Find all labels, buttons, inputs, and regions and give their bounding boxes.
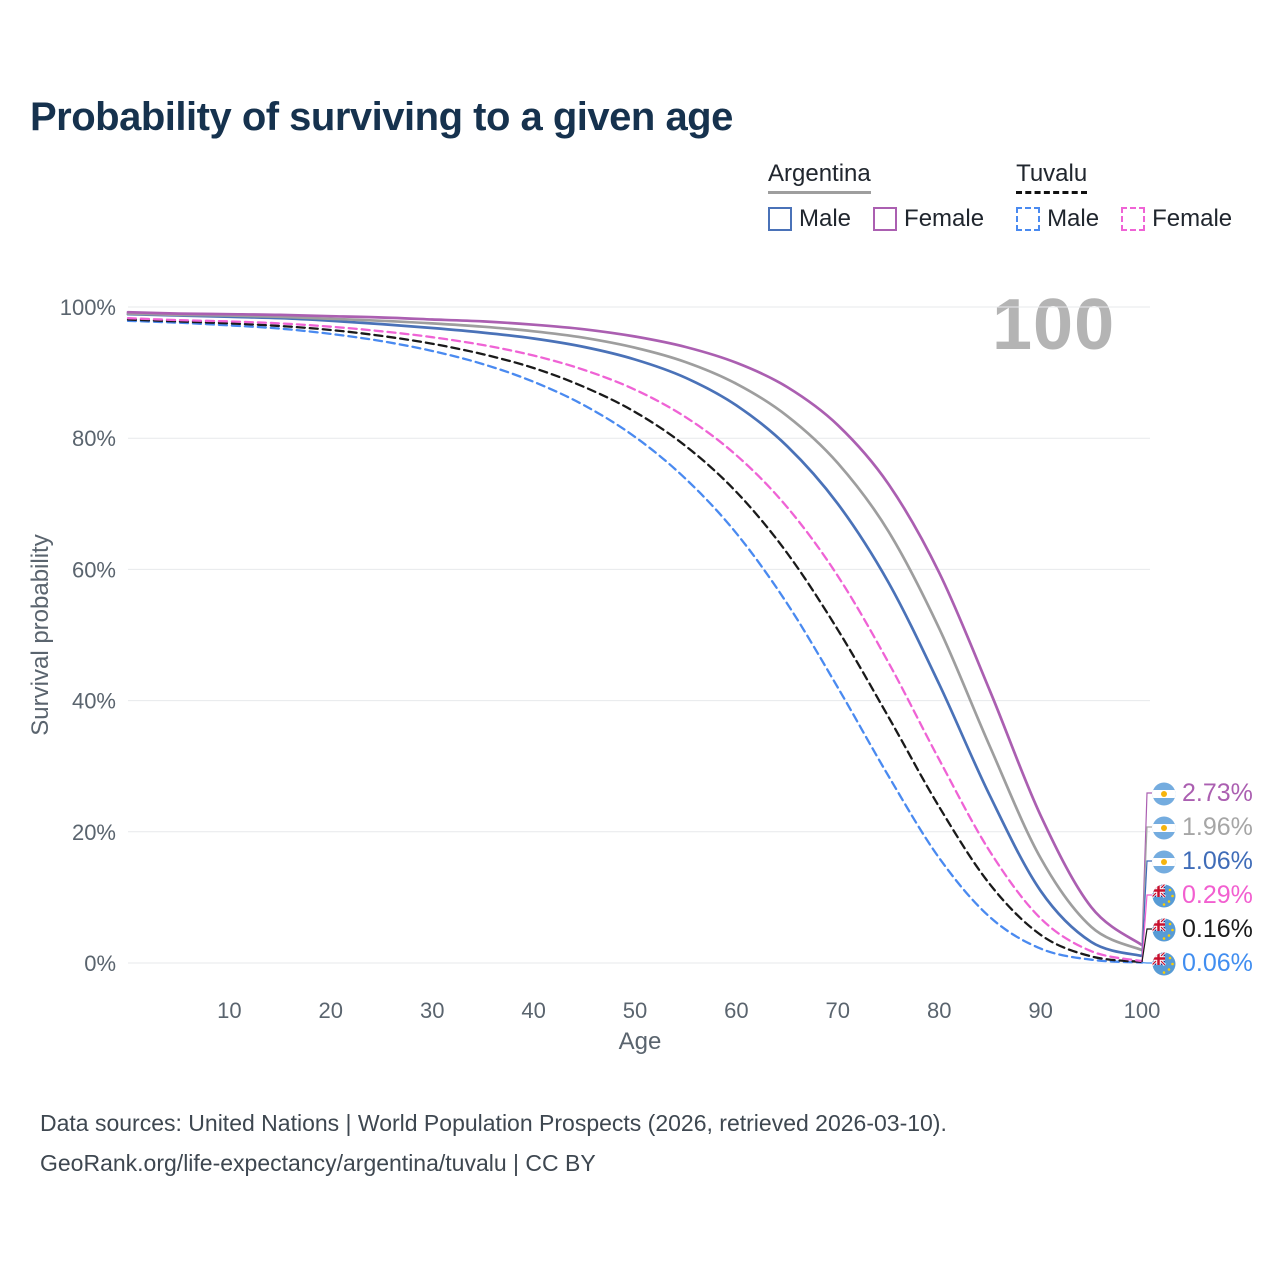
legend-group-argentina: Argentina Male Female (768, 160, 984, 233)
tuvalu-female-swatch-icon (1121, 207, 1146, 231)
x-tick-label: 70 (826, 998, 850, 1023)
attribution-text: GeoRank.org/life-expectancy/argentina/tu… (40, 1150, 596, 1176)
legend-item-tuvalu-female[interactable]: Female (1121, 205, 1232, 233)
argentina-female-line[interactable] (126, 310, 1144, 947)
y-tick-label: 0% (84, 951, 116, 976)
x-tick-label: 80 (927, 998, 951, 1023)
tick-layer: 0% 20% 40% 60% 80% 100% 10 20 30 40 50 60 70 80 90 100 (60, 295, 1161, 1023)
grid-layer (128, 306, 1150, 964)
x-tick-label: 60 (724, 998, 748, 1023)
legend-items-argentina: Male Female (768, 205, 984, 233)
x-tick-label: 50 (623, 998, 647, 1023)
x-tick-label: 20 (319, 998, 343, 1023)
legend-country-tuvalu[interactable]: Tuvalu (1016, 160, 1088, 194)
leader-line (1141, 860, 1152, 957)
chart-legend: Argentina Male Female Tuvalu Male (768, 160, 1232, 233)
leader-line (1141, 894, 1152, 962)
x-tick-label: 30 (420, 998, 444, 1023)
tuvalu-both-line[interactable] (126, 318, 1144, 964)
series-layer (126, 310, 1144, 964)
argentina-female-swatch-icon (873, 207, 898, 231)
y-tick-label: 80% (72, 426, 116, 451)
data-sources-text: Data sources: United Nations | World Pop… (40, 1110, 947, 1136)
leader-line (1141, 826, 1152, 951)
y-tick-label: 100% (60, 295, 116, 320)
tuvalu-female-line[interactable] (126, 317, 1144, 963)
x-tick-label: 90 (1028, 998, 1052, 1023)
legend-item-argentina-female[interactable]: Female (873, 205, 984, 233)
argentina-both-line[interactable] (126, 312, 1144, 952)
y-tick-label: 20% (72, 820, 116, 845)
y-axis-title: Survival probability (27, 534, 54, 735)
legend-group-tuvalu: Tuvalu Male Female (1016, 160, 1232, 233)
argentina-male-line[interactable] (126, 312, 1144, 958)
leader-layer (1141, 792, 1152, 964)
x-tick-label: 10 (217, 998, 241, 1023)
tuvalu-male-line[interactable] (126, 319, 1144, 964)
legend-item-label: Male (799, 205, 852, 232)
legend-item-label: Female (904, 205, 985, 232)
tuvalu-male-swatch-icon (1016, 207, 1041, 231)
y-tick-label: 60% (72, 557, 116, 582)
legend-item-tuvalu-male[interactable]: Male (1016, 205, 1099, 233)
legend-item-label: Female (1152, 205, 1233, 232)
x-tick-label: 40 (521, 998, 545, 1023)
legend-item-label: Male (1047, 205, 1100, 232)
legend-item-argentina-male[interactable]: Male (768, 205, 851, 233)
x-axis-title: Age (619, 1028, 662, 1055)
legend-country-argentina[interactable]: Argentina (768, 160, 871, 194)
survival-chart[interactable]: 0%20%40%60%80%100%10 20 30 40 50 60 70 80 90 100 … (0, 270, 1280, 1070)
age-hover-indicator: 100 (992, 285, 1116, 365)
argentina-male-swatch-icon (768, 207, 792, 231)
leader-line (1141, 928, 1152, 963)
y-tick-label: 40% (72, 689, 116, 714)
page-title: Probability of surviving to a given age (30, 95, 733, 139)
x-tick-label: 100 (1124, 998, 1161, 1023)
legend-items-tuvalu: Male Female (1016, 205, 1232, 233)
